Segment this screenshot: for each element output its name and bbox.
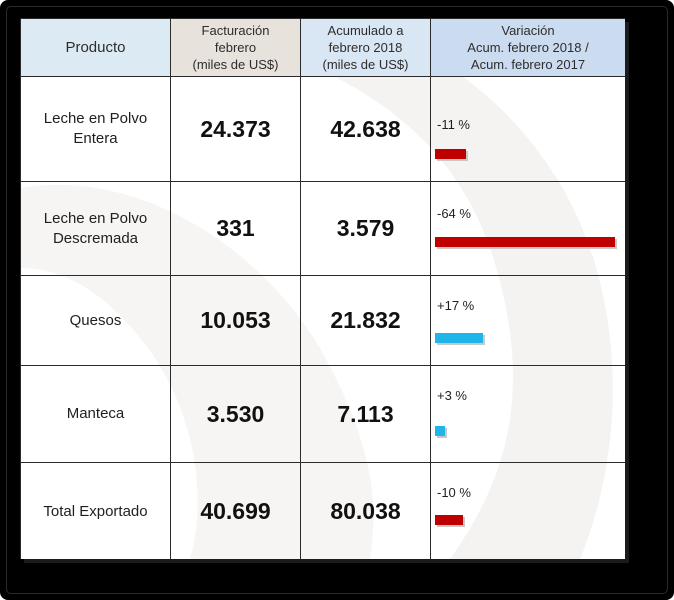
product-cell: Leche en Polvo Descremada — [20, 181, 171, 276]
variacion-label: -10 % — [437, 485, 471, 500]
table-row: Leche en Polvo Entera 24.373 42.638 -11 … — [20, 76, 625, 182]
variacion-label: -64 % — [437, 206, 471, 221]
header-facturacion: Facturación febrero (miles de US$) — [170, 18, 301, 77]
acumulado-value: 3.579 — [300, 181, 431, 276]
variacion-bar — [435, 149, 466, 159]
product-name-line-1: Leche en Polvo — [43, 110, 148, 127]
product-name-line-1: Quesos — [69, 311, 122, 329]
header-variacion-line-2: Acum. febrero 2018 / — [467, 40, 589, 55]
header-facturacion-line-1: Facturación — [201, 23, 270, 38]
facturacion-value: 10.053 — [170, 275, 301, 366]
table-row: Quesos 10.053 21.832 +17 % — [20, 275, 625, 366]
export-table: Producto Facturación febrero (miles de U… — [20, 18, 625, 559]
product-name-line-2: Descremada — [52, 229, 139, 247]
product-cell: Quesos — [20, 275, 171, 366]
acumulado-value: 7.113 — [300, 365, 431, 463]
acumulado-value: 21.832 — [300, 275, 431, 366]
variacion-cell: -10 % — [430, 462, 625, 559]
header-variacion-line-1: Variación — [501, 23, 555, 38]
acumulado-value: 80.038 — [300, 462, 431, 559]
variacion-cell: -64 % — [430, 181, 625, 276]
variacion-cell: +3 % — [430, 365, 625, 463]
variacion-label: -11 % — [437, 117, 470, 132]
product-cell: Manteca — [20, 365, 171, 463]
header-acumulado-line-2: febrero 2018 — [328, 40, 403, 55]
header-variacion-line-3: Acum. febrero 2017 — [470, 57, 586, 72]
header-facturacion-line-2: febrero — [214, 40, 257, 55]
table-row: Manteca 3.530 7.113 +3 % — [20, 365, 625, 463]
variacion-label: +3 % — [437, 388, 467, 403]
product-name-line-2: Entera — [73, 130, 118, 147]
product-cell: Total Exportado — [20, 462, 171, 559]
facturacion-value: 3.530 — [170, 365, 301, 463]
header-row: Producto Facturación febrero (miles de U… — [20, 18, 625, 77]
variacion-label: +17 % — [437, 298, 475, 313]
variacion-bar — [435, 515, 463, 525]
product-name-line-1: Total Exportado — [43, 502, 148, 520]
product-name-line-1: Leche en Polvo — [43, 209, 148, 227]
header-variacion: Variación Acum. febrero 2018 / Acum. feb… — [430, 18, 625, 77]
variacion-bar — [435, 426, 445, 436]
table-row: Total Exportado 40.699 80.038 -10 % — [20, 462, 625, 559]
variacion-bar — [435, 237, 615, 247]
export-table-panel: Producto Facturación febrero (miles de U… — [20, 18, 625, 559]
facturacion-value: 40.699 — [170, 462, 301, 559]
variacion-cell: +17 % — [430, 275, 625, 366]
header-acumulado: Acumulado a febrero 2018 (miles de US$) — [300, 18, 431, 77]
header-producto: Producto — [20, 18, 171, 77]
facturacion-value: 331 — [170, 181, 301, 276]
acumulado-value: 42.638 — [300, 76, 431, 182]
facturacion-value: 24.373 — [170, 76, 301, 182]
product-cell: Leche en Polvo Entera — [20, 76, 171, 182]
table-row: Leche en Polvo Descremada 331 3.579 -64 … — [20, 181, 625, 276]
header-acumulado-line-3: (miles de US$) — [322, 57, 409, 72]
header-acumulado-line-1: Acumulado a — [327, 23, 404, 38]
product-name-line-1: Manteca — [66, 405, 125, 422]
variacion-bar — [435, 333, 483, 343]
header-facturacion-line-3: (miles de US$) — [192, 57, 279, 72]
variacion-cell: -11 % — [430, 76, 625, 182]
